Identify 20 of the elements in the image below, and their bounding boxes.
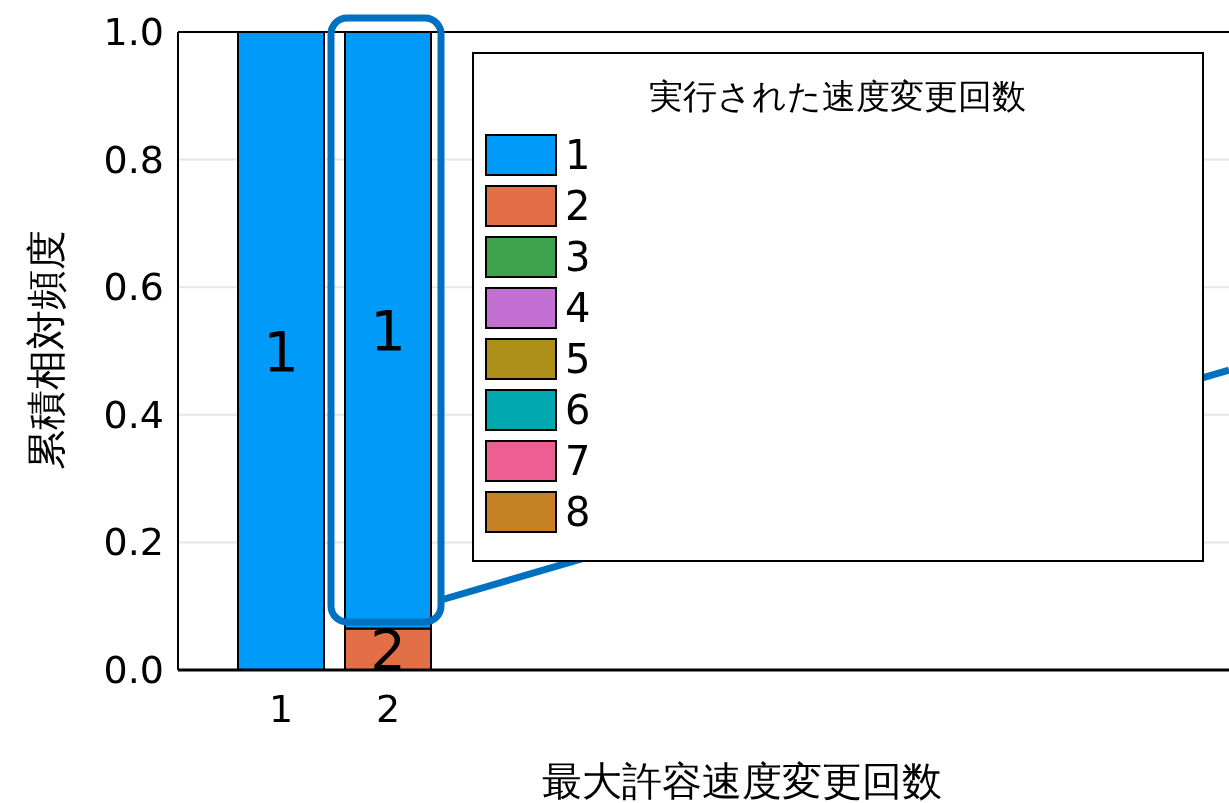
legend-label: 5 [565, 336, 591, 382]
y-tick-label: 0.2 [103, 520, 164, 565]
annotation: 2 [370, 617, 406, 683]
x-axis-title: 最大許容速度変更回数 [542, 758, 942, 803]
legend-title: 実行された速度変更回数 [648, 76, 1026, 116]
legend-label: 7 [565, 438, 591, 484]
y-tick-label: 0.6 [103, 265, 164, 310]
legend-label: 8 [565, 489, 591, 535]
legend-label: 6 [565, 387, 591, 433]
annotation: 1 [263, 319, 299, 384]
legend-label: 1 [565, 132, 591, 178]
legend-label: 3 [565, 234, 591, 280]
annotation: 1 [370, 298, 406, 364]
legend-label: 4 [565, 285, 591, 331]
y-tick-label: 0.0 [103, 648, 164, 692]
legend-label: 2 [565, 183, 591, 229]
y-tick-label: 0.4 [103, 392, 164, 437]
y-tick-label: 0.8 [103, 137, 164, 182]
y-axis-title: 累積相対頻度 [23, 230, 69, 470]
y-tick-label: 1.0 [103, 10, 164, 54]
